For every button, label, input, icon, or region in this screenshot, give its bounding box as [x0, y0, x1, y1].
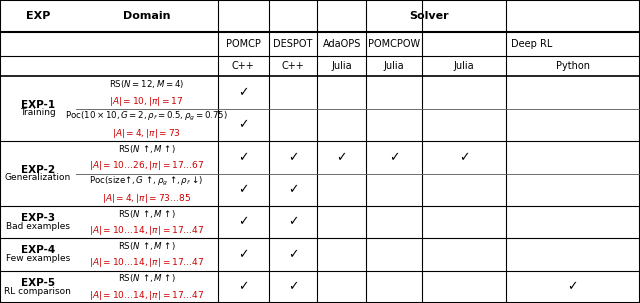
Text: $|A| = 4, |\pi| = 73\ldots85$: $|A| = 4, |\pi| = 73\ldots85$: [102, 192, 191, 205]
Text: ✓: ✓: [238, 118, 248, 132]
Text: RS($N$ ↑$, M$ ↑): RS($N$ ↑$, M$ ↑): [118, 272, 175, 285]
Text: ✓: ✓: [288, 183, 298, 196]
Text: $|A| = 10\ldots14, |\pi| = 17\ldots47$: $|A| = 10\ldots14, |\pi| = 17\ldots47$: [89, 224, 204, 237]
Text: EXP-2: EXP-2: [20, 165, 55, 175]
Text: EXP-3: EXP-3: [20, 213, 55, 223]
Text: ✓: ✓: [238, 86, 248, 99]
Text: AdaOPS: AdaOPS: [323, 39, 361, 49]
Text: ✓: ✓: [288, 151, 298, 164]
Text: POMCPOW: POMCPOW: [368, 39, 420, 49]
Text: Poc($10 \times 10, G = 2, \rho_f = 0.5, \rho_g = 0.75$): Poc($10 \times 10, G = 2, \rho_f = 0.5, …: [65, 110, 228, 123]
Text: ✓: ✓: [568, 280, 578, 293]
Text: ✓: ✓: [238, 216, 248, 228]
Text: RS($N$ ↑$, M$ ↑): RS($N$ ↑$, M$ ↑): [118, 208, 175, 220]
Text: RS($N$ ↑$, M$ ↑): RS($N$ ↑$, M$ ↑): [118, 240, 175, 252]
Text: ✓: ✓: [459, 151, 469, 164]
Text: ✓: ✓: [238, 183, 248, 196]
Text: $|A| = 4, |\pi| = 73$: $|A| = 4, |\pi| = 73$: [112, 127, 181, 140]
Text: ✓: ✓: [288, 248, 298, 261]
Text: ✓: ✓: [238, 280, 248, 293]
Text: Julia: Julia: [454, 61, 474, 71]
Text: Training: Training: [20, 108, 56, 117]
Text: Julia: Julia: [384, 61, 404, 71]
Text: Few examples: Few examples: [6, 254, 70, 263]
Text: Domain: Domain: [123, 11, 170, 21]
Text: DESPOT: DESPOT: [273, 39, 313, 49]
Text: $|A| = 10\ldots14, |\pi| = 17\ldots47$: $|A| = 10\ldots14, |\pi| = 17\ldots47$: [89, 289, 204, 302]
Text: RS($N$ ↑$, M$ ↑): RS($N$ ↑$, M$ ↑): [118, 143, 175, 155]
Text: ✓: ✓: [337, 151, 347, 164]
Text: RS($N = 12, M = 4$): RS($N = 12, M = 4$): [109, 78, 184, 90]
Text: $|A| = 10\ldots26, |\pi| = 17\ldots67$: $|A| = 10\ldots26, |\pi| = 17\ldots67$: [89, 159, 204, 172]
Text: RL comparison: RL comparison: [4, 287, 71, 295]
Text: Deep RL: Deep RL: [511, 39, 552, 49]
Text: EXP: EXP: [26, 11, 50, 21]
Text: EXP-4: EXP-4: [20, 245, 55, 255]
Text: C++: C++: [232, 61, 255, 71]
Text: Generalization: Generalization: [4, 173, 71, 182]
Text: POMCP: POMCP: [226, 39, 260, 49]
Text: $|A| = 10\ldots14, |\pi| = 17\ldots47$: $|A| = 10\ldots14, |\pi| = 17\ldots47$: [89, 256, 204, 269]
Text: Solver: Solver: [409, 11, 449, 21]
Text: ✓: ✓: [288, 280, 298, 293]
Text: EXP-1: EXP-1: [20, 100, 55, 110]
Text: ✓: ✓: [389, 151, 399, 164]
Text: ✓: ✓: [288, 216, 298, 228]
Text: Poc(size↑$, G$ ↑$, \rho_g$ ↑$, \rho_f$ ↓): Poc(size↑$, G$ ↑$, \rho_g$ ↑$, \rho_f$ ↓…: [90, 175, 204, 188]
Text: EXP-5: EXP-5: [20, 278, 55, 288]
Text: Bad examples: Bad examples: [6, 222, 70, 231]
Text: ✓: ✓: [238, 248, 248, 261]
Text: Python: Python: [556, 61, 590, 71]
Text: Julia: Julia: [332, 61, 352, 71]
Text: C++: C++: [282, 61, 305, 71]
Text: $|A| = 10, |\pi| = 17$: $|A| = 10, |\pi| = 17$: [109, 95, 184, 108]
Text: ✓: ✓: [238, 151, 248, 164]
